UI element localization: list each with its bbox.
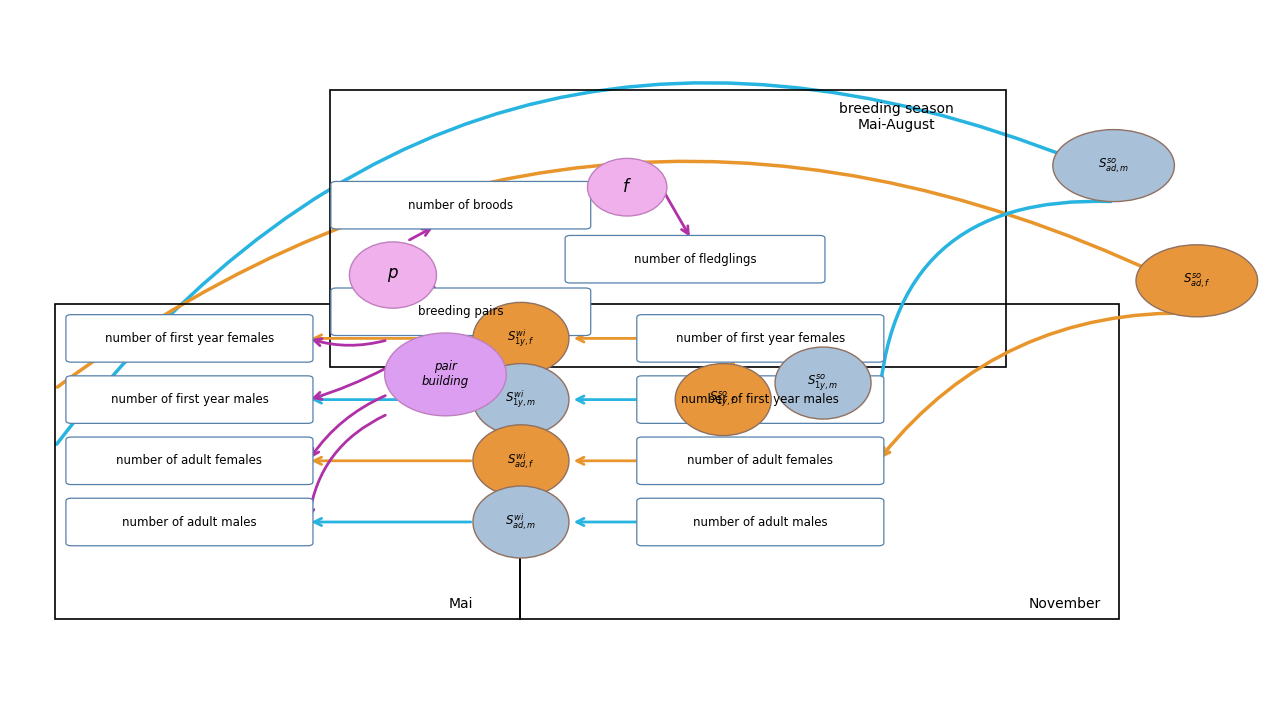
Ellipse shape (588, 158, 667, 216)
Ellipse shape (472, 364, 568, 436)
FancyBboxPatch shape (566, 235, 826, 283)
Text: $S^{so}_{ad,f}$: $S^{so}_{ad,f}$ (1183, 271, 1211, 290)
FancyBboxPatch shape (637, 315, 883, 362)
Ellipse shape (1052, 130, 1175, 202)
Text: number of first year males: number of first year males (681, 393, 840, 406)
FancyBboxPatch shape (65, 315, 312, 362)
Text: breeding season
Mai-August: breeding season Mai-August (838, 102, 954, 132)
Text: November: November (1029, 598, 1101, 611)
Text: pair
building: pair building (422, 361, 468, 388)
Text: number of adult males: number of adult males (122, 516, 257, 528)
Text: $S^{wi}_{1y,f}$: $S^{wi}_{1y,f}$ (507, 328, 535, 349)
Text: number of first year males: number of first year males (110, 393, 269, 406)
FancyBboxPatch shape (637, 498, 883, 546)
Text: $S^{wi}_{ad,m}$: $S^{wi}_{ad,m}$ (506, 512, 536, 532)
Text: number of broods: number of broods (408, 199, 513, 212)
Ellipse shape (472, 425, 568, 497)
Ellipse shape (1137, 245, 1258, 317)
FancyBboxPatch shape (637, 376, 883, 423)
FancyBboxPatch shape (637, 437, 883, 485)
Text: number of first year females: number of first year females (676, 332, 845, 345)
FancyBboxPatch shape (330, 181, 590, 229)
Text: $S^{so}_{ad,m}$: $S^{so}_{ad,m}$ (1098, 156, 1129, 175)
Text: number of adult females: number of adult females (116, 454, 262, 467)
Text: $S^{wi}_{ad,f}$: $S^{wi}_{ad,f}$ (507, 451, 535, 471)
Ellipse shape (472, 486, 568, 558)
Text: number of fledglings: number of fledglings (634, 253, 756, 266)
FancyBboxPatch shape (65, 376, 312, 423)
Text: number of first year females: number of first year females (105, 332, 274, 345)
FancyBboxPatch shape (65, 498, 312, 546)
Ellipse shape (676, 364, 771, 436)
FancyBboxPatch shape (65, 437, 312, 485)
Text: number of adult males: number of adult males (692, 516, 828, 528)
Ellipse shape (384, 333, 507, 416)
Text: number of adult females: number of adult females (687, 454, 833, 467)
Text: $S^{wi}_{1y,m}$: $S^{wi}_{1y,m}$ (506, 389, 536, 410)
Text: breeding pairs: breeding pairs (419, 305, 503, 318)
Text: $p$: $p$ (387, 266, 399, 284)
Text: $f$: $f$ (622, 179, 632, 197)
FancyBboxPatch shape (330, 288, 590, 336)
Ellipse shape (776, 347, 870, 419)
Ellipse shape (472, 302, 568, 374)
Ellipse shape (349, 242, 436, 308)
Text: $S^{so}_{1y,f}$: $S^{so}_{1y,f}$ (709, 390, 737, 410)
Text: Mai: Mai (448, 598, 474, 611)
Text: $S^{so}_{1y,m}$: $S^{so}_{1y,m}$ (808, 374, 838, 392)
